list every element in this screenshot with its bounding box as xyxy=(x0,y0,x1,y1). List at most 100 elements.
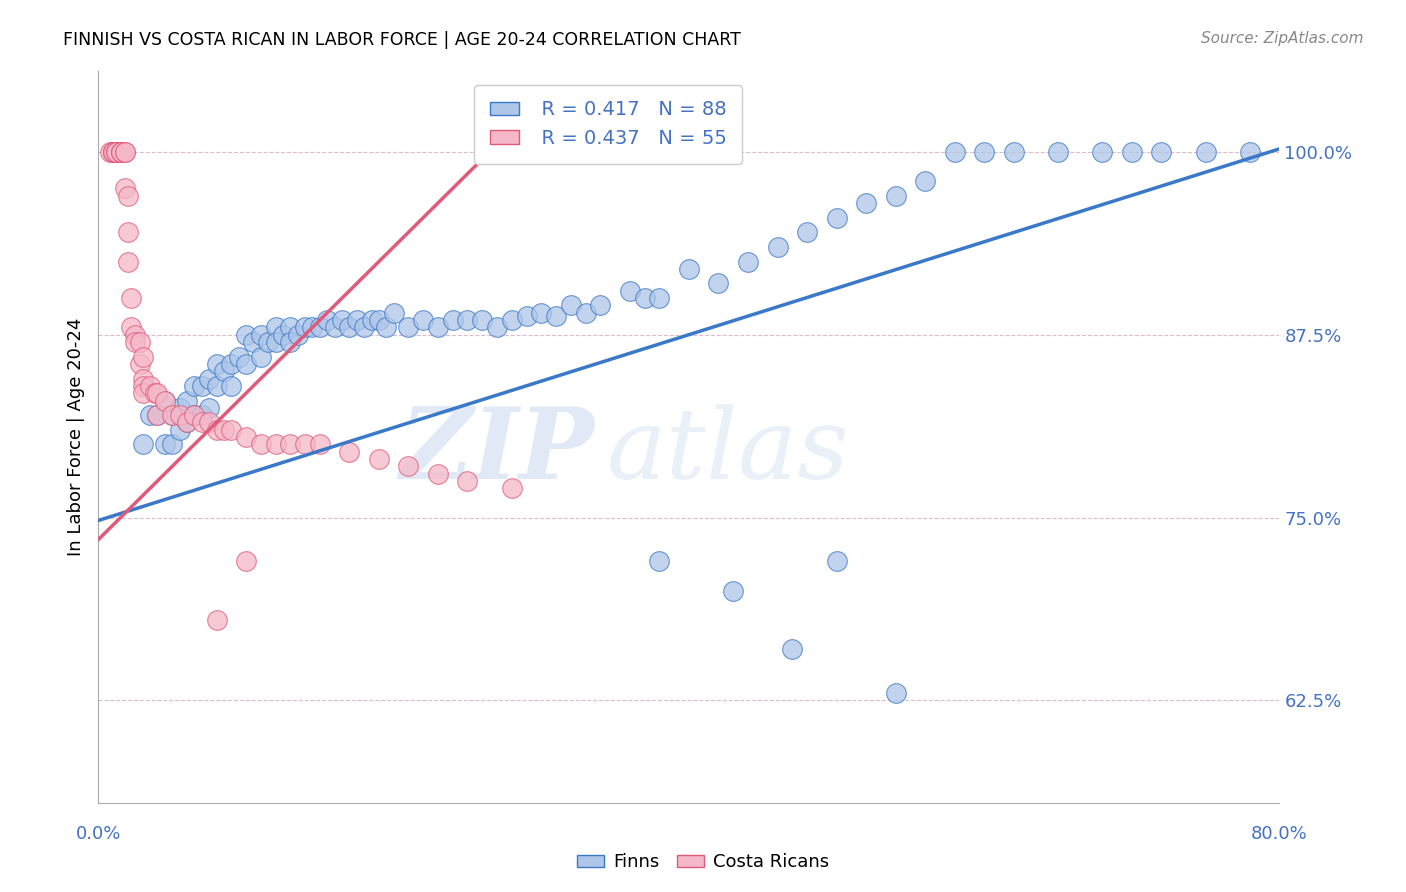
Text: Source: ZipAtlas.com: Source: ZipAtlas.com xyxy=(1201,31,1364,46)
Point xyxy=(169,401,191,415)
Point xyxy=(501,481,523,495)
Point xyxy=(323,320,346,334)
Point xyxy=(221,379,243,393)
Point xyxy=(153,393,176,408)
Point xyxy=(330,313,353,327)
Point xyxy=(153,393,176,408)
Point xyxy=(139,379,162,393)
Legend:   R = 0.417   N = 88,   R = 0.437   N = 55: R = 0.417 N = 88, R = 0.437 N = 55 xyxy=(474,85,742,163)
Point xyxy=(257,334,280,349)
Point xyxy=(1046,145,1070,159)
Point xyxy=(98,145,121,159)
Point xyxy=(1195,145,1218,159)
Y-axis label: In Labor Force | Age 20-24: In Labor Force | Age 20-24 xyxy=(66,318,84,557)
Point xyxy=(287,327,309,342)
Point xyxy=(128,334,150,349)
Point xyxy=(575,306,598,320)
Point xyxy=(132,371,155,385)
Point xyxy=(205,423,228,437)
Point xyxy=(973,145,995,159)
Point xyxy=(1239,145,1261,159)
Point xyxy=(110,145,132,159)
Point xyxy=(471,313,494,327)
Point xyxy=(884,188,907,202)
Point xyxy=(382,306,405,320)
Point xyxy=(103,145,125,159)
Point xyxy=(205,613,228,627)
Point xyxy=(1091,145,1114,159)
Point xyxy=(162,408,183,422)
Point xyxy=(301,320,323,334)
Point xyxy=(796,225,818,239)
Point xyxy=(634,291,657,305)
Point xyxy=(546,309,568,323)
Point xyxy=(235,430,257,444)
Point xyxy=(294,320,316,334)
Point xyxy=(105,145,128,159)
Point xyxy=(124,327,146,342)
Point xyxy=(884,686,907,700)
Point xyxy=(737,254,759,268)
Legend: Finns, Costa Ricans: Finns, Costa Ricans xyxy=(569,847,837,879)
Point xyxy=(162,437,183,451)
Point xyxy=(360,313,382,327)
Point xyxy=(398,320,420,334)
Point xyxy=(132,379,155,393)
Point xyxy=(353,320,375,334)
Point xyxy=(339,320,361,334)
Point xyxy=(205,379,228,393)
Point xyxy=(1121,145,1143,159)
Point xyxy=(250,437,273,451)
Point xyxy=(316,313,339,327)
Text: ZIP: ZIP xyxy=(399,403,595,500)
Point xyxy=(183,408,205,422)
Point xyxy=(114,145,136,159)
Point xyxy=(346,313,368,327)
Point xyxy=(198,401,221,415)
Point xyxy=(105,145,128,159)
Point xyxy=(339,444,361,458)
Text: atlas: atlas xyxy=(606,404,849,500)
Point xyxy=(221,357,243,371)
Point xyxy=(589,298,612,312)
Point xyxy=(457,474,479,488)
Point xyxy=(530,306,553,320)
Point xyxy=(486,320,509,334)
Point xyxy=(250,327,273,342)
Text: 0.0%: 0.0% xyxy=(76,825,121,843)
Point xyxy=(825,211,848,225)
Point xyxy=(648,291,671,305)
Point xyxy=(235,357,257,371)
Point xyxy=(132,386,155,401)
Point xyxy=(169,423,191,437)
Point xyxy=(441,313,464,327)
Point xyxy=(205,357,228,371)
Point xyxy=(124,334,146,349)
Point xyxy=(143,386,166,401)
Point xyxy=(128,357,150,371)
Point xyxy=(294,437,316,451)
Point xyxy=(619,284,641,298)
Point xyxy=(914,174,936,188)
Point xyxy=(242,334,264,349)
Point xyxy=(103,145,125,159)
Point xyxy=(427,320,450,334)
Point xyxy=(120,320,142,334)
Point xyxy=(678,261,700,276)
Point xyxy=(766,240,789,254)
Point xyxy=(309,320,332,334)
Text: FINNISH VS COSTA RICAN IN LABOR FORCE | AGE 20-24 CORRELATION CHART: FINNISH VS COSTA RICAN IN LABOR FORCE | … xyxy=(63,31,741,49)
Point xyxy=(560,298,582,312)
Point xyxy=(183,379,205,393)
Point xyxy=(103,145,125,159)
Point xyxy=(191,416,214,430)
Text: 80.0%: 80.0% xyxy=(1251,825,1308,843)
Point xyxy=(250,350,273,364)
Point xyxy=(176,393,198,408)
Point xyxy=(120,291,142,305)
Point xyxy=(221,423,243,437)
Point xyxy=(132,350,155,364)
Point xyxy=(114,181,136,195)
Point xyxy=(235,554,257,568)
Point xyxy=(723,583,745,598)
